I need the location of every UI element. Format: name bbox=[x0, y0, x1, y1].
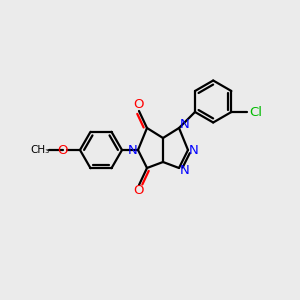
Text: O: O bbox=[133, 98, 143, 112]
Text: N: N bbox=[180, 164, 190, 176]
Text: N: N bbox=[189, 143, 199, 157]
Text: O: O bbox=[57, 143, 67, 157]
Text: N: N bbox=[180, 118, 190, 131]
Text: CH₃: CH₃ bbox=[30, 145, 50, 155]
Text: O: O bbox=[133, 184, 143, 197]
Text: N: N bbox=[128, 143, 138, 157]
Text: Cl: Cl bbox=[249, 106, 262, 118]
